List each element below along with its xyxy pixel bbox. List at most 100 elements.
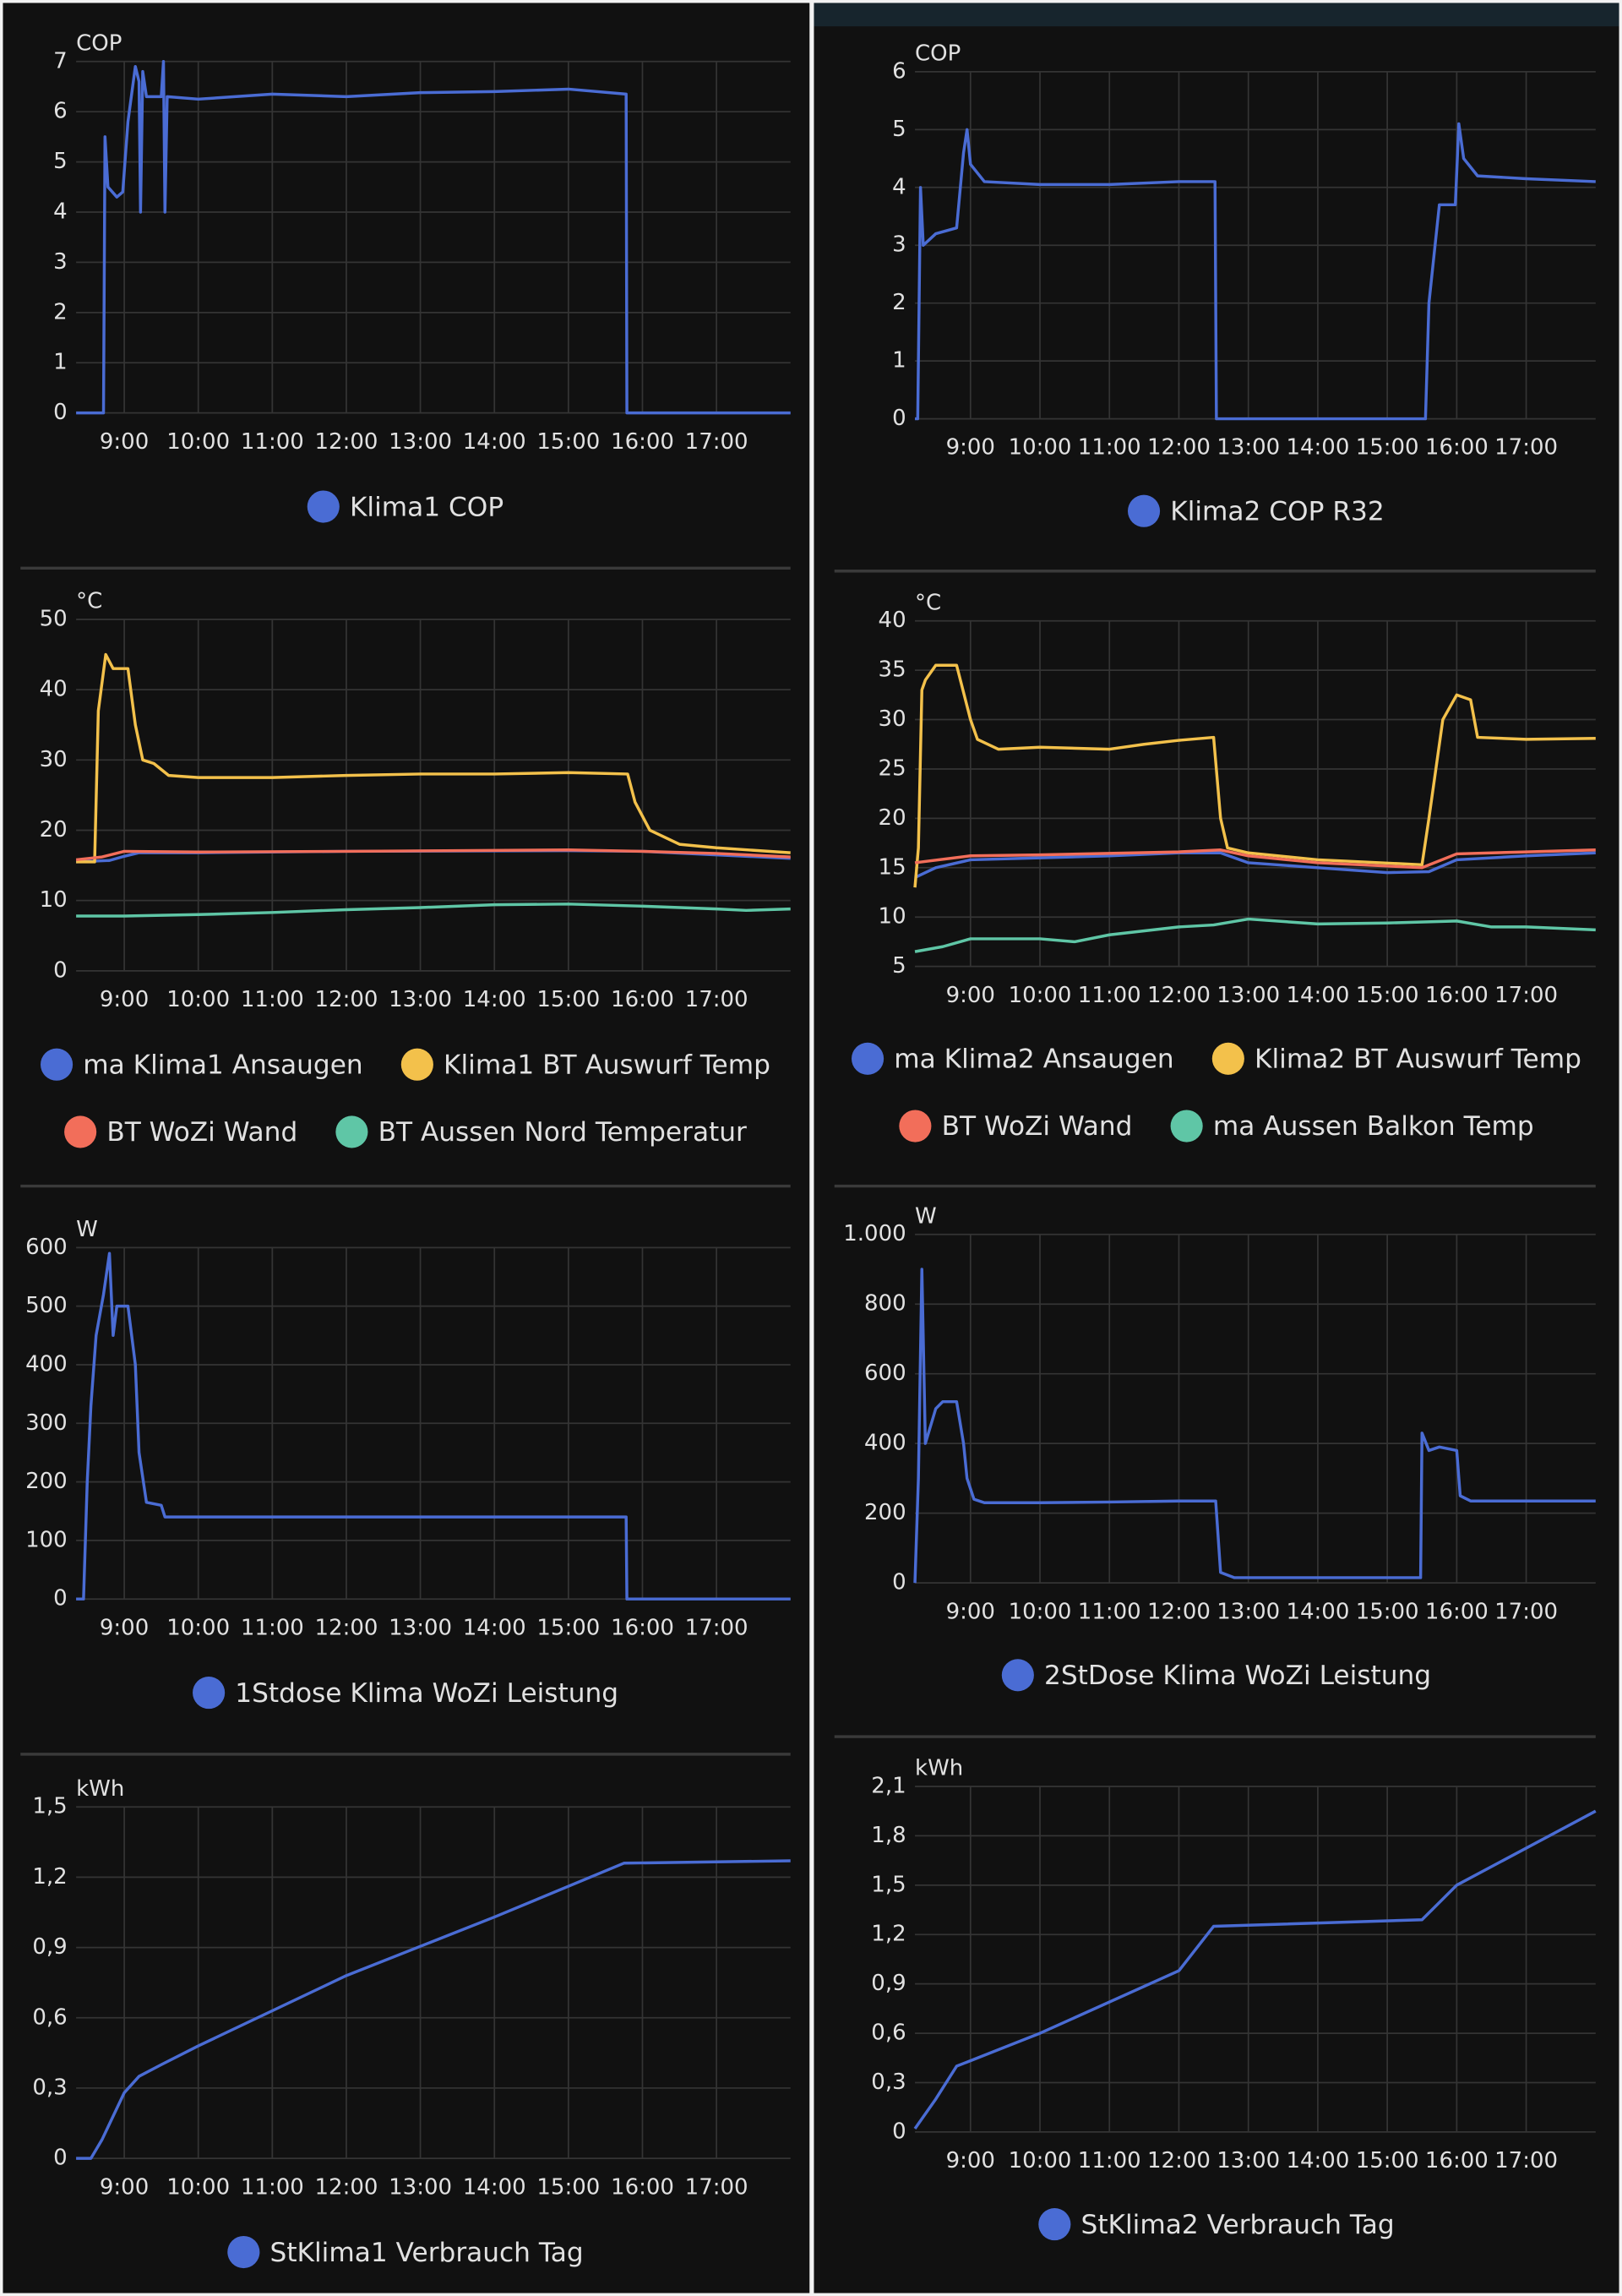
x-tick-label: 14:00 [1286, 435, 1349, 461]
y-tick-label: 30 [879, 706, 906, 732]
y-tick-label: 0 [892, 2119, 906, 2144]
y-tick-label: 1,5 [32, 1794, 67, 1819]
y-tick-label: 0 [892, 406, 906, 431]
x-tick-label: 15:00 [536, 987, 600, 1012]
x-tick-label: 13:00 [1216, 435, 1280, 461]
legend-label: Klima2 BT Auswurf Temp [1255, 1044, 1581, 1075]
x-tick-label: 13:00 [1216, 2148, 1280, 2173]
y-tick-label: 200 [864, 1500, 906, 1525]
x-tick-label: 17:00 [1494, 983, 1558, 1008]
series-line [76, 1252, 791, 1601]
x-tick-label: 17:00 [685, 1615, 748, 1640]
series-line [76, 903, 791, 918]
legend-item: BT Aussen Nord Temperatur [335, 1115, 747, 1148]
y-tick-label: 600 [25, 1235, 68, 1260]
y-axis-unit: °C [76, 589, 102, 614]
y-tick-label: 6 [892, 58, 906, 84]
legend-label: ma Klima1 Ansaugen [83, 1050, 362, 1080]
legend-swatch [852, 1042, 884, 1075]
x-tick-label: 14:00 [1286, 1599, 1349, 1624]
x-tick-label: 16:00 [611, 987, 674, 1012]
legend-item: ma Aussen Balkon Temp [1170, 1110, 1534, 1143]
x-tick-label: 16:00 [611, 2174, 674, 2200]
x-tick-label: 15:00 [1356, 1599, 1419, 1624]
legend-item: Klima1 COP [307, 490, 503, 523]
y-tick-label: 10 [40, 887, 68, 913]
x-tick-label: 9:00 [946, 2148, 995, 2173]
legend-item: Klima2 COP R32 [1127, 494, 1385, 527]
legend-swatch [64, 1115, 97, 1148]
y-tick-label: 1,2 [871, 1922, 906, 1947]
x-tick-label: 13:00 [389, 2174, 452, 2200]
y-tick-label: 1 [53, 350, 68, 375]
legend-item: ma Klima1 Ansaugen [41, 1048, 363, 1081]
series-line [913, 663, 1596, 888]
y-tick-label: 2,1 [871, 1773, 906, 1798]
x-tick-label: 11:00 [241, 1615, 304, 1640]
x-tick-label: 16:00 [611, 1615, 674, 1640]
y-tick-label: 40 [879, 608, 906, 633]
series-line [914, 851, 1596, 880]
y-tick-label: 1,8 [871, 1823, 906, 1848]
x-tick-label: 11:00 [1078, 2148, 1141, 2173]
legend-swatch [1127, 494, 1161, 527]
y-tick-label: 25 [879, 755, 906, 781]
y-tick-label: 400 [25, 1351, 68, 1377]
series-line [76, 60, 791, 415]
x-tick-label: 17:00 [685, 2174, 748, 2200]
x-tick-label: 9:00 [946, 983, 995, 1008]
x-tick-label: 10:00 [1009, 2148, 1072, 2173]
x-tick-label: 12:00 [1147, 1599, 1211, 1624]
legend-swatch [1038, 2208, 1071, 2241]
x-tick-label: 11:00 [241, 987, 304, 1012]
x-tick-label: 16:00 [1425, 2148, 1489, 2173]
legend-item: BT WoZi Wand [899, 1110, 1132, 1143]
y-axis-unit: kWh [915, 1756, 963, 1781]
y-axis-unit: kWh [76, 1776, 124, 1802]
legend-label: Klima1 COP [350, 492, 503, 522]
x-tick-label: 10:00 [1009, 1599, 1072, 1624]
x-tick-label: 11:00 [1078, 435, 1141, 461]
x-tick-label: 12:00 [1147, 983, 1211, 1008]
x-tick-label: 14:00 [1286, 983, 1349, 1008]
legend-item: StKlima2 Verbrauch Tag [1038, 2208, 1395, 2241]
x-tick-label: 17:00 [1494, 1599, 1558, 1624]
y-tick-label: 400 [864, 1431, 906, 1456]
series-line [914, 848, 1596, 870]
y-tick-label: 0,3 [871, 2070, 906, 2095]
y-tick-label: 0 [53, 957, 68, 983]
legend-label: Klima1 BT Auswurf Temp [444, 1050, 770, 1080]
y-tick-label: 30 [40, 747, 68, 772]
x-tick-label: 15:00 [1356, 435, 1419, 461]
y-tick-label: 40 [40, 677, 68, 702]
x-tick-label: 9:00 [100, 987, 149, 1012]
y-tick-label: 0 [53, 400, 68, 425]
x-tick-label: 13:00 [1216, 1599, 1280, 1624]
x-tick-label: 13:00 [389, 1615, 452, 1640]
y-tick-label: 300 [25, 1410, 68, 1436]
y-tick-label: 50 [40, 606, 68, 631]
y-tick-label: 0 [53, 2146, 68, 2171]
top-bar [814, 0, 1622, 27]
legend-swatch [307, 490, 340, 523]
legend-label: Klima2 COP R32 [1170, 496, 1384, 526]
series-line [76, 1859, 791, 2160]
y-tick-label: 0,6 [871, 2021, 906, 2046]
legend-swatch [1001, 1659, 1034, 1692]
y-tick-label: 500 [25, 1293, 68, 1318]
legend-item: StKlima1 Verbrauch Tag [227, 2235, 584, 2269]
x-tick-label: 17:00 [1494, 435, 1558, 461]
x-tick-label: 9:00 [100, 429, 149, 455]
x-tick-label: 10:00 [166, 429, 230, 455]
x-tick-label: 16:00 [611, 429, 674, 455]
x-tick-label: 9:00 [946, 1599, 995, 1624]
x-tick-label: 13:00 [1216, 983, 1280, 1008]
x-tick-label: 11:00 [1078, 1599, 1141, 1624]
x-tick-label: 13:00 [389, 429, 452, 455]
y-tick-label: 1 [892, 348, 906, 374]
x-tick-label: 15:00 [1356, 2148, 1419, 2173]
y-tick-label: 10 [879, 904, 906, 930]
legend-swatch [899, 1110, 932, 1143]
y-tick-label: 0,6 [32, 2004, 67, 2030]
